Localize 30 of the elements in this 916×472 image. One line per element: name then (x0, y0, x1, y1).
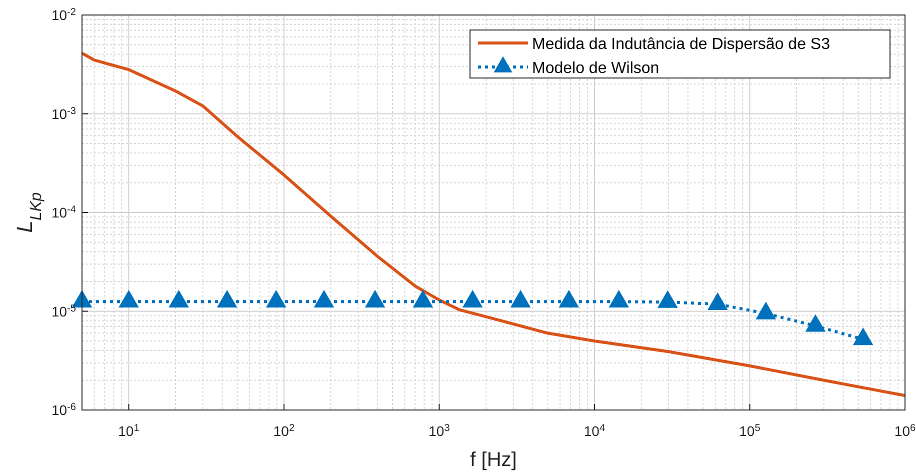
point (365, 290, 385, 308)
x-axis-title: f [Hz] (470, 449, 517, 471)
point (609, 290, 629, 308)
point (708, 292, 728, 310)
point (756, 302, 776, 320)
legend-label: Medida da Indutância de Dispersão de S3 (532, 36, 830, 53)
y-tick-label: 10$^{-3}$ (51, 105, 76, 122)
point (806, 314, 826, 332)
point (266, 290, 286, 308)
legend-label: Modelo de Wilson (532, 60, 660, 77)
y-tick-label: 10$^{-4}$ (51, 204, 76, 220)
x-tick-label: 10$^{5}$ (739, 422, 761, 439)
y-tick-label: 10$^{-2}$ (51, 6, 76, 23)
y-tick-label: 10$^{-5}$ (51, 302, 76, 320)
point (168, 290, 189, 308)
x-tick-label: 10$^{2}$ (273, 422, 295, 439)
x-tick-label: 10$^{6}$ (894, 422, 916, 439)
point (853, 328, 873, 346)
point (658, 290, 678, 308)
y-tick-label: 10$^{-6}$ (51, 402, 76, 418)
point (462, 290, 482, 308)
x-tick-label: 10$^{1}$ (118, 422, 140, 439)
x-tick-label: 10$^{3}$ (428, 422, 450, 439)
point (413, 290, 433, 308)
point (510, 290, 530, 308)
x-tick-label: 10$^{4}$ (584, 422, 606, 439)
point (314, 290, 334, 308)
point (217, 290, 237, 308)
point (559, 290, 579, 308)
point (118, 290, 139, 308)
